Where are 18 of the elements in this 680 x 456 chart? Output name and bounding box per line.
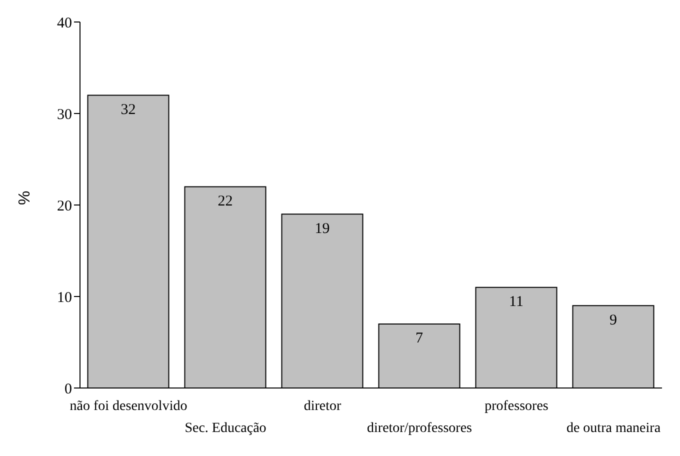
y-axis-title: % <box>16 190 34 205</box>
x-tick-label: não foi desenvolvido <box>70 399 188 414</box>
x-tick-label: diretor <box>304 399 342 414</box>
x-tick-label: professores <box>484 399 548 414</box>
x-tick-label: Sec. Educação <box>184 421 266 436</box>
y-tick-label: 40 <box>57 15 72 32</box>
x-tick-label: diretor/professores <box>367 421 472 436</box>
data-label: 11 <box>509 294 524 310</box>
y-tick-label: 20 <box>57 198 72 214</box>
data-label: 7 <box>416 330 424 347</box>
data-label: 32 <box>120 102 136 118</box>
x-tick-label: de outra maneira <box>566 421 662 436</box>
y-tick-label: 30 <box>57 106 72 123</box>
data-label: 9 <box>610 312 618 328</box>
y-tick-label: 10 <box>57 290 72 306</box>
data-label: 22 <box>218 193 233 210</box>
y-tick-label: 0 <box>64 381 72 398</box>
data-label: 19 <box>314 220 330 237</box>
